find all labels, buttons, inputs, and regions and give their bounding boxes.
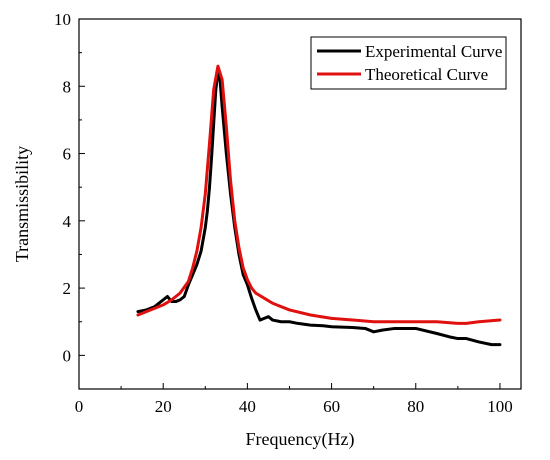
legend-box	[310, 36, 507, 90]
y-tick-label: 0	[63, 346, 72, 365]
y-tick-label: 4	[63, 212, 72, 231]
x-tick-label: 100	[487, 397, 513, 416]
y-tick-label: 8	[63, 77, 72, 96]
y-axis-label: Transmissibility	[12, 146, 32, 262]
series-line-experimental	[136, 71, 502, 347]
x-tick-label: 20	[155, 397, 172, 416]
legend-entry-label: Experimental Curve	[365, 42, 502, 61]
legend-entry-label: Theoretical Curve	[365, 65, 488, 84]
ticks: 0 20 40 60 80 100 0 2 4 6 8 10	[54, 10, 513, 416]
plot-frame	[78, 18, 522, 390]
x-axis-label: Frequency(Hz)	[246, 429, 355, 450]
series-line-theoretical	[136, 64, 502, 325]
x-tick-label: 0	[75, 397, 84, 416]
legend: Experimental Curve Theoretical Curve	[310, 36, 507, 90]
y-tick-label: 2	[63, 279, 72, 298]
axes	[78, 18, 522, 390]
series-layer	[136, 64, 502, 347]
x-tick-label: 60	[323, 397, 340, 416]
y-tick-label: 6	[63, 145, 72, 164]
x-tick-label: 40	[239, 397, 256, 416]
y-tick-label: 10	[54, 10, 71, 29]
x-tick-label: 80	[407, 397, 424, 416]
